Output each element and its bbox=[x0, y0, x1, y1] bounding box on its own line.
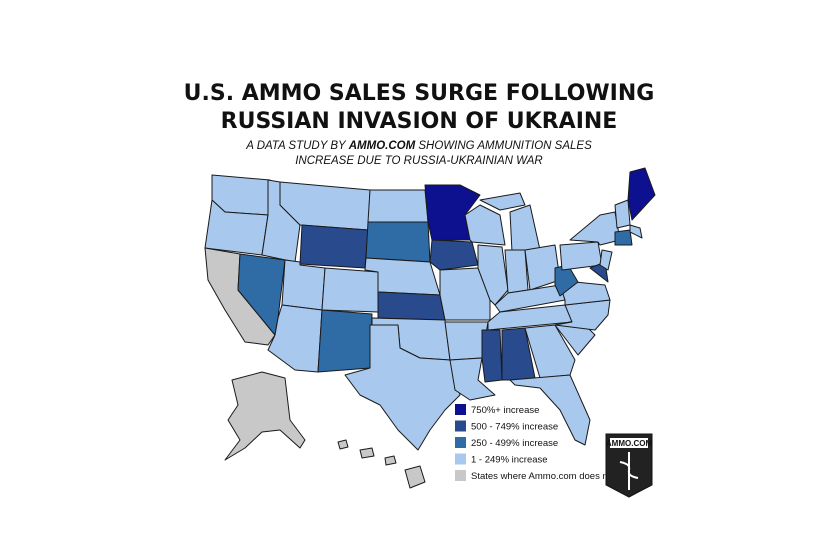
state bbox=[377, 291, 446, 321]
legend-swatch bbox=[455, 437, 466, 448]
state bbox=[404, 465, 426, 489]
state bbox=[281, 259, 326, 311]
legend-swatch bbox=[455, 420, 466, 432]
state bbox=[359, 447, 375, 459]
logo-text: AMMO.COM bbox=[606, 439, 653, 448]
state bbox=[504, 249, 529, 294]
subtitle-text: SHOWING AMMUNITION SALES bbox=[418, 140, 592, 152]
state bbox=[509, 204, 541, 253]
logo-band bbox=[610, 438, 648, 448]
us-map bbox=[204, 167, 656, 489]
subtitle-text: A DATA STUDY BY bbox=[245, 140, 347, 152]
state bbox=[629, 224, 643, 239]
state bbox=[365, 221, 431, 263]
subtitle: A DATA STUDY BY AMMO.COM SHOWING AMMUNIT… bbox=[245, 140, 592, 152]
legend-swatch bbox=[455, 470, 466, 481]
legend-swatch bbox=[455, 453, 466, 465]
state bbox=[614, 229, 633, 246]
logo-emblem bbox=[619, 452, 639, 490]
subtitle: INCREASE DUE TO RUSSIA-UKRAINIAN WAR bbox=[295, 155, 543, 167]
legend-label: 1 - 249% increase bbox=[471, 455, 548, 466]
legend-label: 500 - 749% increase bbox=[471, 422, 558, 433]
legend: 750%+ increase 500 - 749% increase 250 - 4… bbox=[455, 404, 636, 482]
state bbox=[224, 371, 306, 461]
state bbox=[627, 167, 656, 221]
state bbox=[367, 189, 429, 223]
legend-swatch bbox=[455, 404, 466, 415]
state bbox=[464, 204, 506, 246]
state bbox=[299, 224, 369, 269]
state bbox=[614, 199, 631, 229]
state bbox=[524, 324, 576, 379]
title-line: RUSSIAN INVASION OF UKRAINE bbox=[221, 109, 618, 134]
legend-label: States where Ammo.com does not ship bbox=[471, 471, 636, 482]
legend-label: 750%+ increase bbox=[471, 405, 539, 416]
logo: AMMO.COM bbox=[605, 433, 653, 498]
state bbox=[481, 329, 503, 383]
state bbox=[317, 309, 373, 373]
state bbox=[337, 439, 349, 450]
state bbox=[429, 239, 479, 271]
subtitle-brand: AMMO.COM bbox=[348, 140, 416, 152]
legend-label: 250 - 499% increase bbox=[471, 438, 558, 449]
state bbox=[384, 455, 397, 466]
state bbox=[479, 192, 526, 211]
state bbox=[344, 324, 461, 451]
state bbox=[569, 211, 621, 246]
state bbox=[599, 249, 613, 271]
title-line: U.S. AMMO SALES SURGE FOLLOWING bbox=[184, 81, 655, 106]
state bbox=[509, 374, 591, 446]
state bbox=[321, 267, 379, 313]
